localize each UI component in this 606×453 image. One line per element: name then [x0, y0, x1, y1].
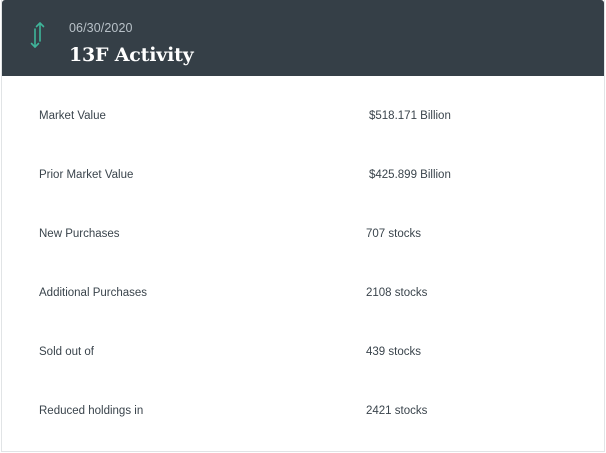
row-label: Additional Purchases — [39, 287, 148, 299]
row-value: 2421 stocks — [366, 405, 428, 417]
row-value: $518.171 Billion — [369, 110, 451, 122]
report-date: 06/30/2020 — [69, 21, 133, 35]
row-additional-purchases: Additional Purchases 2108 stocks — [2, 253, 604, 312]
row-label: Sold out of — [39, 346, 94, 358]
card-title: 13F Activity — [69, 44, 194, 66]
row-value: 439 stocks — [366, 346, 421, 358]
row-label: Reduced holdings in — [39, 405, 144, 417]
row-label: Prior Market Value — [39, 169, 134, 181]
row-label: New Purchases — [39, 228, 120, 240]
row-market-value: Market Value $518.171 Billion — [2, 76, 604, 135]
row-prior-market-value: Prior Market Value $425.899 Billion — [2, 135, 604, 194]
row-value: 2108 stocks — [366, 287, 428, 299]
activity-list: Market Value $518.171 Billion Prior Mark… — [2, 76, 604, 430]
row-value: 707 stocks — [366, 228, 421, 240]
card-header: 06/30/2020 13F Activity — [2, 0, 604, 76]
row-value: $425.899 Billion — [369, 169, 451, 181]
up-down-arrows-icon — [26, 19, 50, 51]
row-reduced-holdings: Reduced holdings in 2421 stocks — [2, 371, 604, 430]
row-sold-out-of: Sold out of 439 stocks — [2, 312, 604, 371]
row-label: Market Value — [39, 110, 106, 122]
row-new-purchases: New Purchases 707 stocks — [2, 194, 604, 253]
